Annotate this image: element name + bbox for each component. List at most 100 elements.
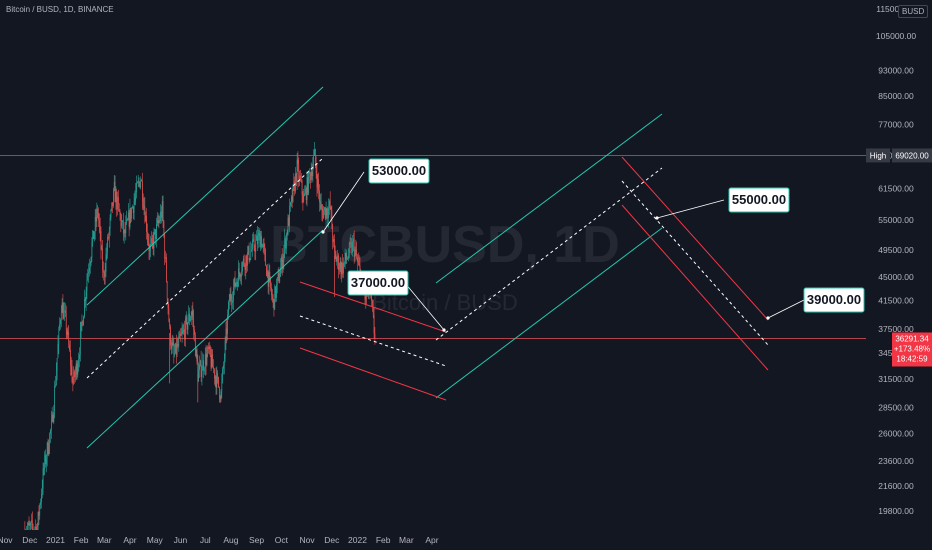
channel-up-2-upper[interactable] [435,113,663,284]
candle-body [295,173,297,182]
candle-body [108,236,109,239]
candle-body [185,318,186,340]
callout-anchor [442,328,446,332]
candle-body [209,346,211,356]
candle-body [325,208,327,219]
y-tick-label: 28500.00 [878,402,914,412]
candle-body [218,386,220,398]
candle-body [352,241,353,253]
candle-body [37,511,39,528]
callout-box[interactable] [728,187,790,213]
candle-body [175,343,176,354]
candle-body [317,179,319,188]
candle-body [276,277,278,285]
candle-body [46,442,48,459]
callout-anchor [766,316,770,320]
currency-button[interactable]: BUSD [898,5,929,18]
channel-up-1-upper[interactable] [86,86,324,306]
price-axis[interactable]: 19800.00 21600.00 23600.00 26000.00 28500.00… [866,0,932,530]
candle-body [161,211,162,218]
candle-body [221,380,223,392]
callout-box[interactable] [803,287,865,313]
candle-body [291,196,293,202]
candle-body [207,346,209,354]
candle-body [144,206,146,222]
candle-body [312,166,314,177]
candles-layer [24,141,376,546]
candle-body [101,248,103,250]
candle-body [122,220,123,223]
candle-body [300,175,301,181]
candle-body [170,345,172,349]
channel-down-1-upper[interactable] [299,281,447,333]
candle-body [251,249,252,251]
channel-up-1-lower[interactable] [86,229,324,449]
candle-body [35,526,36,530]
candle-body [329,200,330,208]
channel-up-2-mid[interactable] [435,167,663,341]
candle-body [342,262,343,274]
x-tick-label: Sep [249,535,264,545]
candle-body [307,177,309,193]
candle-body [201,370,203,378]
callout-anchor [321,230,325,234]
channel-down-2-upper[interactable] [621,156,769,321]
candle-body [62,303,64,319]
candle-body [105,254,107,272]
y-tick-label: 31500.00 [878,374,914,384]
candle-body [353,238,355,257]
candle-body [117,196,118,210]
candle-body [204,354,206,370]
callout-box[interactable] [368,158,430,184]
time-axis[interactable]: Nov Dec 2021 Feb Mar Apr May Jun Jul Aug Sep Oct Nov… [0,530,932,550]
channel-down-1-mid[interactable] [299,315,447,367]
candle-body [39,504,41,516]
candle-body [50,429,51,434]
candle-body [167,298,169,309]
candle-body [140,179,142,188]
candle-body [289,205,291,226]
candle-body [103,270,104,273]
candle-body [166,281,168,299]
candle-body [164,235,166,259]
candle-body [158,220,160,224]
candle-body [261,235,262,248]
candle-body [224,340,226,359]
candle-body [142,200,144,207]
candle-body [336,260,338,262]
callout-box[interactable] [347,270,409,296]
candle-body [323,210,324,219]
candle-body [252,240,253,250]
candle-body [131,208,132,219]
candle-body [218,376,219,387]
candle-body [104,271,106,277]
candle-body [374,333,376,339]
x-tick-label: Feb [376,535,391,545]
candle-body [346,258,348,260]
candle-body [45,455,46,465]
candle-body [93,230,94,240]
candle-body [168,308,170,322]
candle-body [141,179,142,182]
last-price-change: +173.48% [894,344,930,353]
candle-body [119,211,121,215]
candle-body [256,235,257,241]
candle-body [227,314,228,334]
channel-down-1-lower[interactable] [299,347,447,401]
candle-body [353,238,354,242]
candle-body [214,376,216,379]
candle-body [213,367,214,369]
channel-up-2-lower[interactable] [435,227,663,399]
candle-body [316,173,318,188]
candle-body [271,295,273,298]
candle-body [74,370,75,378]
candle-body [125,222,127,234]
channel-down-2-lower[interactable] [621,204,769,371]
candle-body [206,353,208,365]
candle-body [220,391,222,400]
candle-body [229,294,231,302]
candle-body [364,292,366,300]
channel-down-2-mid[interactable] [621,180,769,346]
